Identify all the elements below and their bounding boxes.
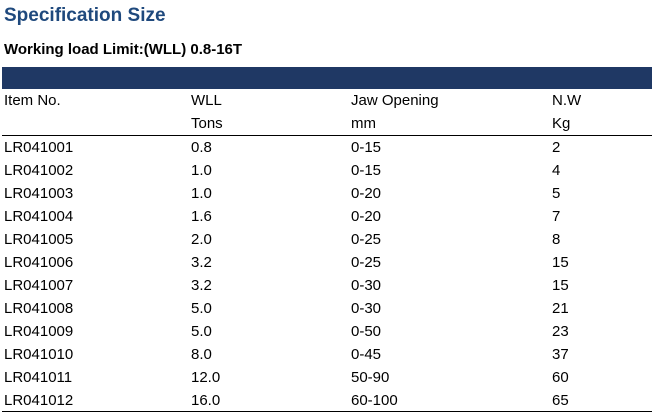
nw-cell: 5 xyxy=(552,185,561,202)
header-jaw-opening: Jaw Opening xyxy=(351,92,439,109)
header-jaw-opening-unit: mm xyxy=(351,115,376,132)
nw-cell: 15 xyxy=(552,277,569,294)
wll-cell: 0.8 xyxy=(191,139,212,156)
header-item-no: Item No. xyxy=(4,92,61,109)
jaw-opening-cell: 0-25 xyxy=(351,254,382,271)
table-row: LR041007 3.2 0-30 15 xyxy=(2,274,652,297)
nw-cell: 60 xyxy=(552,369,569,386)
item-no-cell: LR041005 xyxy=(4,231,74,248)
item-no-cell: LR041010 xyxy=(4,346,74,363)
jaw-opening-cell: 0-30 xyxy=(351,277,382,294)
item-no-cell: LR041008 xyxy=(4,300,74,317)
header-nw-unit: Kg xyxy=(552,115,571,132)
table-row: LR041001 0.8 0-15 2 xyxy=(2,136,652,159)
wll-cell: 16.0 xyxy=(191,392,221,409)
nw-cell: 21 xyxy=(552,300,569,317)
wll-cell: 3.2 xyxy=(191,254,212,271)
jaw-opening-cell: 0-15 xyxy=(351,162,382,179)
wll-cell: 1.6 xyxy=(191,208,212,225)
nw-cell: 2 xyxy=(552,139,561,156)
item-no-cell: LR041007 xyxy=(4,277,74,294)
jaw-opening-cell: 0-25 xyxy=(351,231,382,248)
item-no-cell: LR041006 xyxy=(4,254,74,271)
wll-cell: 5.0 xyxy=(191,300,212,317)
table-header-bar xyxy=(2,67,652,89)
header-wll-unit: Tons xyxy=(191,115,223,132)
item-no-cell: LR041001 xyxy=(4,139,74,156)
jaw-opening-cell: 0-15 xyxy=(351,139,382,156)
item-no-cell: LR041009 xyxy=(4,323,74,340)
header-wll: WLL xyxy=(191,92,222,109)
table-row: LR041002 1.0 0-15 4 xyxy=(2,159,652,182)
jaw-opening-cell: 0-45 xyxy=(351,346,382,363)
wll-cell: 1.0 xyxy=(191,162,212,179)
nw-cell: 4 xyxy=(552,162,561,179)
header-nw: N.W xyxy=(552,92,582,109)
item-no-cell: LR041004 xyxy=(4,208,74,225)
jaw-opening-cell: 60-100 xyxy=(351,392,398,409)
table-row: LR041006 3.2 0-25 15 xyxy=(2,251,652,274)
specification-table: Item No. WLL Jaw Opening N.W Tons mm Kg … xyxy=(2,89,652,412)
page-subtitle: Working load Limit:(WLL) 0.8-16T xyxy=(4,41,243,58)
jaw-opening-cell: 0-30 xyxy=(351,300,382,317)
table-row: LR041012 16.0 60-100 65 xyxy=(2,389,652,412)
table-row: LR041004 1.6 0-20 7 xyxy=(2,205,652,228)
item-no-cell: LR041003 xyxy=(4,185,74,202)
wll-cell: 8.0 xyxy=(191,346,212,363)
nw-cell: 37 xyxy=(552,346,569,363)
item-no-cell: LR041002 xyxy=(4,162,74,179)
nw-cell: 65 xyxy=(552,392,569,409)
table-row: LR041008 5.0 0-30 21 xyxy=(2,297,652,320)
jaw-opening-cell: 0-20 xyxy=(351,185,382,202)
page-title: Specification Size xyxy=(4,5,166,26)
table-bottom-border xyxy=(2,411,652,412)
table-row: LR041003 1.0 0-20 5 xyxy=(2,182,652,205)
table-header-row-2: Tons mm Kg xyxy=(2,112,652,135)
jaw-opening-cell: 50-90 xyxy=(351,369,390,386)
item-no-cell: LR041011 xyxy=(4,369,73,386)
item-no-cell: LR041012 xyxy=(4,392,74,409)
table-header-row-1: Item No. WLL Jaw Opening N.W xyxy=(2,89,652,112)
nw-cell: 7 xyxy=(552,208,561,225)
wll-cell: 2.0 xyxy=(191,231,212,248)
nw-cell: 15 xyxy=(552,254,569,271)
table-row: LR041010 8.0 0-45 37 xyxy=(2,343,652,366)
jaw-opening-cell: 0-50 xyxy=(351,323,382,340)
wll-cell: 5.0 xyxy=(191,323,212,340)
wll-cell: 3.2 xyxy=(191,277,212,294)
jaw-opening-cell: 0-20 xyxy=(351,208,382,225)
wll-cell: 12.0 xyxy=(191,369,221,386)
table-body: LR041001 0.8 0-15 2 LR041002 1.0 0-15 4 LR041003… xyxy=(2,136,652,412)
table-row: LR041005 2.0 0-25 8 xyxy=(2,228,652,251)
nw-cell: 8 xyxy=(552,231,561,248)
table-row: LR041009 5.0 0-50 23 xyxy=(2,320,652,343)
header-divider xyxy=(2,135,652,136)
wll-cell: 1.0 xyxy=(191,185,212,202)
nw-cell: 23 xyxy=(552,323,569,340)
table-row: LR041011 12.0 50-90 60 xyxy=(2,366,652,389)
